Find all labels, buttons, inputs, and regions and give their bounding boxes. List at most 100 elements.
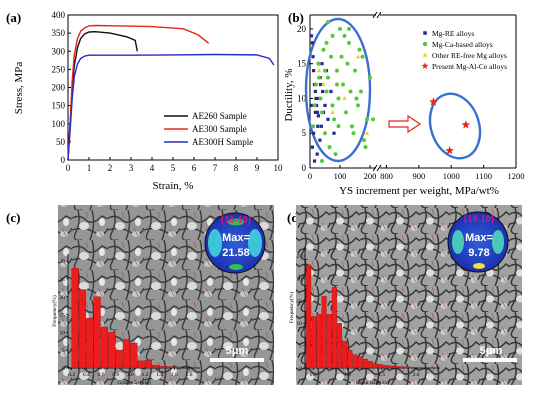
panel-b-point-0-5 [313, 89, 317, 94]
panel-b-ytick-label: 0 [302, 163, 307, 173]
panel-c-pole-label: {10-10} [220, 215, 251, 226]
panel-b-ylabel: Ductility, % [283, 68, 295, 121]
panel-c-hist-bar-11 [152, 364, 160, 369]
panel-b-cluster-ellipse [304, 17, 372, 163]
panel-d-hist-bar-8 [347, 349, 353, 369]
panel-b-point-1-39 [320, 159, 324, 164]
panel-b-point-0-6 [314, 96, 318, 101]
panel-c-hist-bar-13 [166, 366, 174, 369]
panel-c-hist-xtick-label: 1.8 [186, 372, 193, 378]
panel-b-point-0-20 [313, 110, 317, 114]
panel-b-point-0-1 [310, 41, 314, 45]
panel-b-point-1-1 [312, 103, 317, 108]
panel-d-hist-bar-9 [352, 354, 358, 369]
panel-c-hist-ytick-label: 5 [62, 348, 65, 354]
panel-b-legend-marker-1 [422, 41, 428, 47]
panel-b-ytick-label: 15 [297, 59, 307, 69]
panel-d-hist-bar-7 [342, 340, 348, 369]
panel-c-hist-ytick-label: 0 [62, 366, 65, 372]
panel-b-point-1-32 [357, 47, 362, 52]
panel-a-xtick-label: 8 [234, 163, 239, 173]
panel-b-arrow [388, 114, 422, 134]
panel-a-xtick-label: 2 [108, 163, 113, 173]
panel-d-hist-ytick-label: 15 [297, 299, 303, 305]
panel-c-hist-bar-10 [144, 360, 152, 369]
panel-b-point-0-7 [315, 103, 319, 108]
panel-c-hist-xtick-label: 0.2 [68, 372, 75, 378]
panel-a-ytick-label: 100 [52, 119, 66, 129]
panel-b-point-0-2 [311, 55, 315, 59]
panel-d-hist-bar-5 [331, 287, 337, 369]
panel-b-xtick-label: 100 [334, 171, 347, 181]
panel-d-max-value: 9.78 [468, 247, 489, 259]
panel-a-ytick-label: 350 [52, 28, 66, 38]
panel-b-point-1-41 [347, 26, 351, 31]
panel-d-histogram: 0.5 1.0 1.5 2.0 0 5 10 15 20 25 Grain size(μm) Freq… [288, 247, 440, 386]
panel-b-present-ellipse [428, 92, 482, 160]
panel-d-hist-xlabel: Grain size(μm) [356, 379, 390, 386]
panel-d-hist-bar-6 [337, 323, 342, 369]
panel-b-point-0-3 [312, 69, 316, 73]
panel-b-label: (b) [288, 10, 304, 25]
panel-b-point-2-0 [321, 82, 326, 87]
panel-d-hist-bar-0 [306, 264, 312, 369]
panel-c-hist-bar-6 [115, 350, 123, 369]
panel-a-ytick-label: 300 [52, 46, 66, 56]
panel-a-xtick-label: 7 [213, 163, 218, 173]
panel-c-scale-bar [210, 358, 264, 362]
panel-d-pole-disc [447, 211, 509, 273]
panel-b-point-0-29 [310, 103, 314, 108]
panel-c-scale: 5μm [210, 345, 264, 362]
panel-a-ytick-label: 150 [52, 101, 66, 111]
axis-break-top [372, 11, 382, 19]
panel-d-hist-bar-14 [378, 364, 384, 369]
panel-d-hist-bar-18 [398, 366, 404, 369]
panel-b-xtick-label: 1100 [475, 171, 492, 181]
panel-b-point-1-2 [314, 82, 318, 87]
panel-d-hist-ytick-label: 20 [297, 276, 303, 282]
panel-b-ytick-label: 10 [297, 93, 307, 103]
panel-d-pole-label: {10-10} [463, 214, 494, 225]
panel-b-point-0-26 [312, 159, 317, 163]
panel-a-series-line-1 [67, 24, 210, 161]
panel-b-point-1-11 [329, 54, 333, 59]
panel-d-hist-bar-19 [403, 366, 409, 369]
panel-d-micrograph: (d) {10-10} Max= 9.78 5μm 0.5 1.0 1.5 2.005… [287, 205, 522, 386]
panel-b-point-1-10 [327, 145, 332, 150]
panel-b-point-1-13 [332, 117, 336, 122]
panel-d-pole-lobe-right [492, 230, 504, 254]
panel-b-point-3-1 [461, 120, 471, 129]
panel-d-pole-bottom [473, 263, 485, 269]
panel-b-point-1-40 [335, 82, 339, 87]
panel-b-xtick-label: 1000 [443, 171, 460, 181]
panel-a-xtick-label: 4 [150, 163, 155, 173]
panel-b-axes-frame [309, 11, 517, 172]
axis-break-bottom [372, 164, 382, 172]
panel-c-hist-bar-9 [137, 360, 145, 369]
panel-b-point-1-46 [354, 96, 359, 101]
panel-c-hist-ytick-label: 15 [60, 313, 66, 319]
panel-b-point-1-42 [317, 75, 321, 80]
panel-b-legend-marker-2 [422, 52, 428, 57]
panel-b-legend-label-2: Other RE-free Mg alloys [432, 51, 507, 60]
panel-d-hist-xtick-label: 0.5 [310, 372, 317, 378]
panel-a-ytick-label: 200 [52, 83, 66, 93]
panel-b-point-0-11 [318, 82, 323, 87]
panel-b-point-1-18 [344, 110, 348, 115]
panel-b-point-1-35 [330, 103, 335, 108]
panel-a-xlabel: Strain, % [153, 180, 194, 192]
panel-b-point-1-30 [345, 61, 350, 66]
panel-b-point-0-19 [312, 131, 316, 135]
panel-b-ticks: 0 100 200 800 900 1000 1100 1200 0 5 10 15 20 [297, 24, 525, 181]
panel-a-ytick-label: 400 [52, 10, 66, 20]
panel-b-xlabel: YS increment per weight, MPa/wt% [339, 185, 499, 197]
panel-c-hist-bar-8 [130, 342, 138, 369]
panel-b-point-0-25 [332, 131, 336, 135]
panel-d-scale-label: 5μm [480, 345, 503, 357]
panel-b-point-0-18 [310, 145, 314, 149]
panel-b-point-2-3 [355, 54, 361, 59]
panel-b-legend-marker-3 [421, 62, 429, 69]
panel-d-hist-bar-12 [367, 361, 373, 369]
panel-c-micrograph: (c) {10-10} Max= 21.58 5μm 0.2 0.4 0.6 0.8 1… [6, 205, 274, 386]
